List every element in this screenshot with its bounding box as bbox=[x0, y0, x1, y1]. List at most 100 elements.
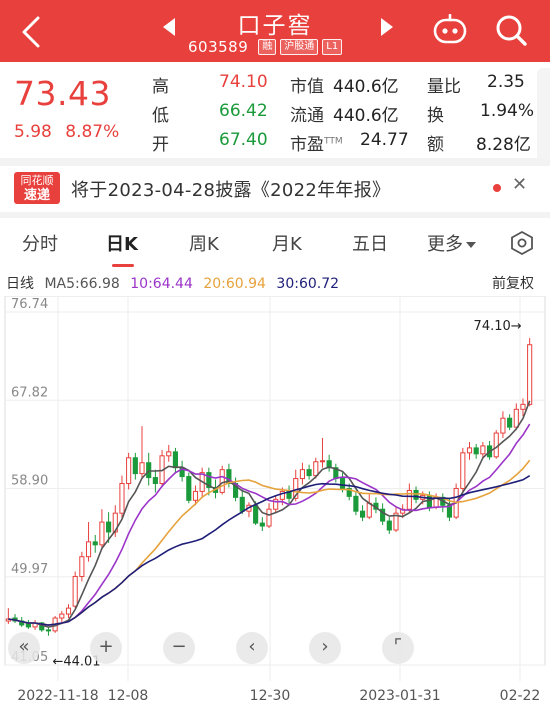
pan-right-icon[interactable]: › bbox=[309, 632, 341, 664]
candle-body bbox=[132, 457, 138, 475]
candle-body bbox=[386, 520, 392, 531]
connect-tag: 沪股通 bbox=[280, 39, 319, 55]
candle-body bbox=[473, 447, 479, 455]
change-percent: 8.87% bbox=[65, 122, 120, 142]
candle-body bbox=[520, 403, 526, 410]
change-value: 5.98 bbox=[14, 122, 52, 142]
back-icon[interactable] bbox=[18, 14, 48, 50]
pan-left-icon[interactable]: ‹ bbox=[236, 632, 268, 664]
tab-monthly-k[interactable]: 月K bbox=[272, 234, 302, 255]
prev-stock-icon[interactable] bbox=[163, 18, 175, 36]
candle-body bbox=[513, 408, 519, 428]
stock-code: 603589 bbox=[188, 38, 249, 56]
kline-chart[interactable]: 76.7467.8258.9049.9741.052022-11-1812-08… bbox=[0, 296, 550, 725]
candle-body bbox=[299, 469, 305, 480]
active-tab-indicator bbox=[112, 264, 134, 267]
close-icon[interactable]: ✕ bbox=[512, 174, 528, 195]
collapse-left-icon[interactable]: « bbox=[8, 632, 40, 664]
min-price-label: ←44.01 bbox=[52, 655, 100, 670]
candle-body bbox=[45, 629, 52, 632]
pe-value: 24.77 bbox=[360, 130, 409, 150]
margin-tag: 融 bbox=[258, 39, 277, 55]
candle-body bbox=[346, 487, 352, 497]
candle-body bbox=[59, 613, 65, 619]
stock-name: 口子窖 bbox=[237, 13, 313, 39]
candle-body bbox=[139, 462, 145, 475]
turnover-label: 换 bbox=[427, 106, 444, 126]
candle-body bbox=[480, 445, 486, 455]
candle-body bbox=[306, 469, 312, 477]
tab-more[interactable]: 更多 bbox=[427, 230, 476, 256]
candle-body bbox=[65, 607, 72, 615]
tab-weekly-k[interactable]: 周K bbox=[189, 234, 219, 255]
next-stock-icon[interactable] bbox=[381, 18, 393, 36]
low-label: 低 bbox=[152, 106, 169, 126]
candle-body bbox=[192, 490, 199, 501]
level-tag: L1 bbox=[322, 39, 343, 55]
y-tick-label: 58.90 bbox=[11, 474, 48, 489]
candle-body bbox=[460, 452, 466, 489]
candle-body bbox=[146, 462, 152, 479]
candle-body bbox=[466, 447, 473, 454]
ma5-line bbox=[8, 400, 531, 628]
divider bbox=[0, 212, 550, 218]
candle-body bbox=[85, 541, 92, 558]
candle-body bbox=[99, 521, 105, 546]
open-label: 开 bbox=[152, 135, 169, 155]
high-value: 74.10 bbox=[219, 72, 268, 92]
market-cap-value: 440.6亿 bbox=[333, 77, 399, 97]
news-logo: 同花顺 速递 bbox=[14, 172, 60, 204]
turnover-value: 1.94% bbox=[480, 101, 535, 121]
candle-body bbox=[273, 498, 279, 510]
y-tick-label: 67.82 bbox=[11, 385, 48, 400]
candle-body bbox=[119, 483, 125, 514]
candle-body bbox=[172, 451, 179, 469]
quote-panel: 73.43 5.98 8.87% 高 74.10 市值 440.6亿 量比 2.… bbox=[0, 62, 550, 158]
adjust-mode[interactable]: 前复权 bbox=[492, 276, 534, 292]
ma-legend: 日线 MA5:66.98 10:64.44 20:60.94 30:60.72 bbox=[6, 273, 345, 293]
float-cap-value: 440.6亿 bbox=[333, 106, 399, 126]
low-value: 66.42 bbox=[219, 101, 268, 121]
fullscreen-icon[interactable]: ⌜ bbox=[382, 632, 414, 664]
candle-body bbox=[186, 476, 192, 501]
tab-intraday[interactable]: 分时 bbox=[22, 234, 58, 255]
ttm-label: TTM bbox=[324, 136, 343, 147]
period-tabs: 分时 日K 周K 月K 五日 更多 bbox=[0, 222, 550, 268]
current-price: 73.43 bbox=[14, 74, 111, 113]
caret-down-icon bbox=[466, 242, 476, 248]
candle-body bbox=[353, 495, 359, 512]
candle-body bbox=[219, 469, 225, 493]
price-change: 5.98 8.87% bbox=[14, 122, 127, 142]
pe-label: 市盈TTM bbox=[290, 130, 343, 155]
ma30-line bbox=[8, 475, 531, 626]
zoom-in-icon[interactable]: + bbox=[90, 632, 122, 664]
candle-body bbox=[366, 502, 372, 518]
x-tick-label: 02-22 bbox=[500, 688, 541, 704]
candle-body bbox=[72, 575, 78, 607]
news-bar[interactable]: 同花顺 速递 将于2023-04-28披露《2022年年报》 bbox=[0, 166, 550, 210]
volume-ratio-label: 量比 bbox=[427, 77, 461, 97]
search-icon[interactable] bbox=[494, 13, 528, 49]
tab-five-day[interactable]: 五日 bbox=[352, 234, 388, 255]
legend-ma20: 20:60.94 bbox=[203, 276, 266, 292]
settings-hexagon-icon[interactable] bbox=[509, 230, 535, 256]
high-label: 高 bbox=[152, 77, 169, 97]
candle-body bbox=[413, 489, 419, 500]
candle-body bbox=[380, 508, 386, 522]
robot-assistant-icon[interactable] bbox=[432, 14, 468, 46]
header-bar: 口子窖 603589 融 沪股通 L1 bbox=[0, 0, 550, 62]
candle-body bbox=[166, 451, 172, 457]
candle-body bbox=[406, 489, 412, 510]
candle-body bbox=[279, 490, 285, 500]
legend-ma10: 10:64.44 bbox=[130, 276, 193, 292]
zoom-out-icon[interactable]: − bbox=[163, 632, 195, 664]
pe-label-text: 市盈 bbox=[290, 135, 324, 155]
x-tick-label: 12-30 bbox=[250, 688, 291, 704]
candle-body bbox=[500, 417, 506, 434]
tab-daily-k[interactable]: 日K bbox=[106, 234, 138, 255]
side-drawer-handle[interactable] bbox=[537, 68, 550, 178]
news-headline[interactable]: 将于2023-04-28披露《2022年年报》 bbox=[71, 180, 391, 201]
unread-dot-icon bbox=[493, 184, 501, 192]
candle-body bbox=[239, 496, 245, 512]
